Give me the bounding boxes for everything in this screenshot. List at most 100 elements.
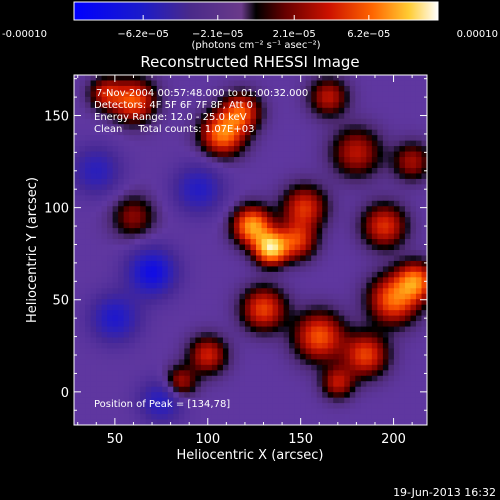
heatmap-cell bbox=[366, 178, 373, 185]
heatmap-cell bbox=[338, 75, 345, 82]
heatmap-cell bbox=[377, 348, 384, 355]
heatmap-cell bbox=[140, 255, 147, 262]
heatmap-cell bbox=[338, 348, 345, 355]
heatmap-cell bbox=[195, 408, 202, 415]
heatmap-cell bbox=[222, 315, 230, 322]
heatmap-cell bbox=[145, 342, 152, 350]
heatmap-cell bbox=[366, 91, 373, 98]
heatmap-cell bbox=[239, 140, 246, 147]
heatmap-cell bbox=[107, 151, 114, 158]
heatmap-cell bbox=[79, 239, 86, 246]
heatmap-cell bbox=[90, 255, 97, 262]
heatmap-cell bbox=[222, 337, 230, 344]
heatmap-cell bbox=[79, 370, 86, 377]
heatmap-cell bbox=[393, 96, 401, 103]
heatmap-cell bbox=[344, 184, 351, 191]
heatmap-cell bbox=[90, 364, 97, 371]
heatmap-cell bbox=[371, 321, 378, 328]
heatmap-cell bbox=[261, 250, 268, 257]
heatmap-cell bbox=[410, 211, 417, 218]
heatmap-cell bbox=[123, 222, 130, 229]
heatmap-cell bbox=[316, 107, 323, 114]
heatmap-cell bbox=[267, 135, 274, 142]
heatmap-cell bbox=[349, 255, 356, 262]
heatmap-cell bbox=[96, 299, 103, 306]
heatmap-cell bbox=[195, 293, 202, 300]
heatmap-cell bbox=[338, 403, 345, 410]
heatmap-cell bbox=[289, 85, 296, 93]
heatmap-cell bbox=[360, 266, 367, 273]
heatmap-cell bbox=[162, 375, 169, 382]
heatmap-cell bbox=[233, 211, 241, 218]
heatmap-cell bbox=[162, 299, 169, 306]
heatmap-cell bbox=[250, 310, 257, 317]
heatmap-cell bbox=[167, 178, 174, 185]
heatmap-cell bbox=[101, 260, 108, 268]
heatmap-cell bbox=[278, 359, 285, 366]
heatmap-cell bbox=[173, 353, 180, 360]
heatmap-cell bbox=[85, 414, 92, 421]
heatmap-cell bbox=[278, 102, 285, 109]
heatmap-cell bbox=[162, 195, 169, 202]
heatmap-cell bbox=[90, 408, 97, 415]
heatmap-cell bbox=[233, 151, 241, 158]
heatmap-cell bbox=[305, 75, 312, 82]
heatmap-cell bbox=[156, 288, 163, 295]
heatmap-cell bbox=[123, 173, 130, 180]
heatmap-cell bbox=[244, 96, 252, 103]
heatmap-cell bbox=[151, 353, 158, 360]
heatmap-cell bbox=[366, 271, 373, 278]
heatmap-cell bbox=[267, 244, 274, 251]
heatmap-cell bbox=[145, 206, 152, 213]
heatmap-cell bbox=[410, 124, 417, 131]
x-tick-label: 200 bbox=[381, 432, 406, 447]
heatmap-cell bbox=[300, 260, 307, 268]
heatmap-cell bbox=[300, 75, 307, 82]
heatmap-cell bbox=[167, 228, 174, 235]
heatmap-cell bbox=[311, 315, 318, 322]
heatmap-cell bbox=[96, 140, 103, 147]
heatmap-cell bbox=[162, 266, 169, 273]
heatmap-cell bbox=[200, 359, 207, 366]
heatmap-cell bbox=[415, 321, 423, 328]
heatmap-cell bbox=[123, 282, 130, 289]
heatmap-cell bbox=[189, 140, 196, 147]
heatmap-cell bbox=[382, 419, 389, 425]
heatmap-cell bbox=[300, 239, 307, 246]
heatmap-cell bbox=[79, 315, 86, 322]
heatmap-cell bbox=[344, 129, 351, 136]
heatmap-cell bbox=[140, 200, 147, 207]
heatmap-cell bbox=[333, 364, 340, 371]
heatmap-cell bbox=[90, 151, 97, 158]
heatmap-cell bbox=[278, 113, 285, 120]
heatmap-cell bbox=[233, 129, 241, 136]
heatmap-cell bbox=[421, 332, 427, 339]
heatmap-cell bbox=[404, 195, 412, 202]
heatmap-cell bbox=[151, 299, 158, 306]
heatmap-cell bbox=[96, 271, 103, 278]
heatmap-cell bbox=[189, 392, 196, 399]
heatmap-cell bbox=[382, 397, 389, 404]
heatmap-cell bbox=[283, 271, 290, 278]
heatmap-cell bbox=[382, 326, 389, 333]
heatmap-cell bbox=[421, 118, 427, 125]
heatmap-cell bbox=[305, 173, 312, 180]
heatmap-cell bbox=[360, 233, 367, 240]
heatmap-cell bbox=[112, 200, 119, 207]
heatmap-cell bbox=[101, 375, 108, 382]
heatmap-cell bbox=[261, 200, 268, 207]
heatmap-cell bbox=[189, 244, 196, 251]
heatmap-cell bbox=[140, 211, 147, 218]
heatmap-cell bbox=[371, 129, 378, 136]
heatmap-cell bbox=[300, 91, 307, 98]
heatmap-cell bbox=[101, 299, 108, 306]
heatmap-cell bbox=[96, 184, 103, 191]
heatmap-cell bbox=[300, 195, 307, 202]
heatmap-cell bbox=[366, 288, 373, 295]
heatmap-cell bbox=[85, 326, 92, 333]
heatmap-cell bbox=[289, 184, 296, 191]
heatmap-cell bbox=[244, 200, 252, 207]
heatmap-cell bbox=[195, 167, 202, 175]
heatmap-cell bbox=[311, 370, 318, 377]
heatmap-cell bbox=[134, 271, 141, 278]
